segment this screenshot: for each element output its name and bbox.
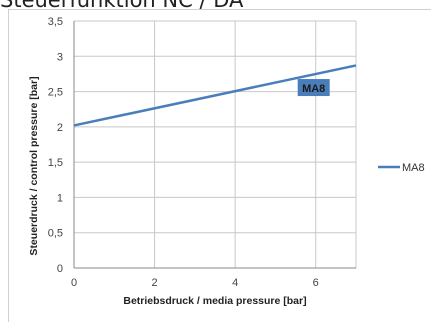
y-tick-label: 1,5 (48, 157, 63, 169)
series-line-ma8 (73, 64, 357, 127)
y-tick-label: 2 (57, 122, 63, 134)
x-tick-label: 2 (152, 277, 158, 289)
series-lines (73, 64, 357, 127)
data-label: MA8 (297, 79, 330, 97)
legend: MA8 (378, 162, 425, 174)
y-tick-label: 1 (57, 192, 63, 204)
legend-label: MA8 (402, 162, 425, 174)
y-tick-label: 0 (57, 263, 63, 275)
y-tick-labels: 0 0,5 1 1,5 2 2,5 3 3,5 (48, 16, 63, 275)
y-axis-label: Steuerdruck / control pressure [bar] (28, 76, 40, 255)
x-tick-label: 4 (232, 277, 238, 289)
annotations: MA8 (297, 79, 330, 97)
x-tick-label: 0 (71, 277, 77, 289)
x-tick-label: 6 (313, 277, 319, 289)
y-tick-label: 3 (57, 51, 63, 63)
x-axis-label: Betriebsdruck / media pressure [bar] (123, 295, 306, 307)
data-label-text: MA8 (302, 83, 325, 95)
x-tick-labels: 0 2 4 6 (71, 277, 319, 289)
chart-frame (8, 9, 431, 322)
grid-lines (73, 20, 357, 269)
y-tick-label: 0,5 (48, 228, 63, 240)
data-label-background (297, 79, 330, 97)
y-tick-label: 2,5 (48, 87, 63, 99)
y-tick-label: 3,5 (48, 16, 63, 28)
